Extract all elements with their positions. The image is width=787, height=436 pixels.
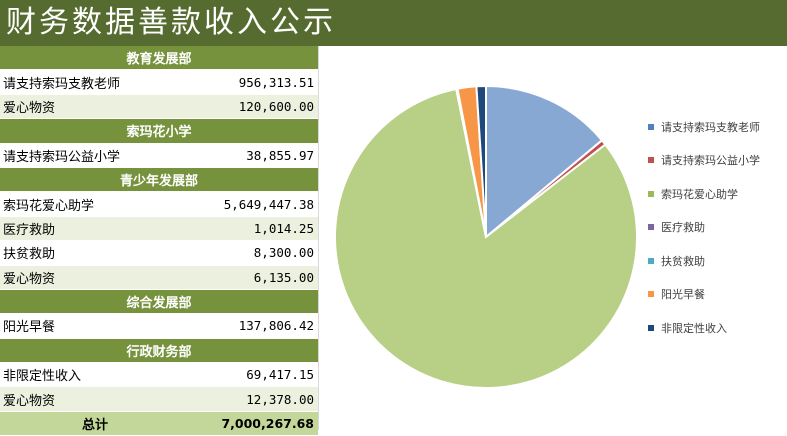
item-label: 扶贫救助 [3,247,56,263]
item-value: 5,649,447.38 [223,196,314,212]
item-label: 非限定性收入 [3,369,82,385]
finance-table: 教育发展部 请支持索玛支教老师 956,313.51 爱心物资 120,600.00 索玛… [0,46,318,436]
table-row: 阳光早餐 137,806.42 [0,314,318,339]
pie-slice-0 [485,84,604,240]
item-label: 请支持索玛公益小学 [3,149,121,165]
legend-item: 非限定性收入 [648,311,786,345]
item-value: 956,313.51 [238,74,314,90]
pie-slice-6 [475,84,487,238]
total-value: 7,000,267.68 [221,416,314,432]
table-row: 非限定性收入 69,417.15 [0,363,318,388]
legend-item: 阳光早餐 [648,278,786,312]
table-row: 请支持索玛公益小学 38,855.97 [0,143,318,168]
section-name: 行政财务部 [126,344,192,360]
table-row: 扶贫救助 8,300.00 [0,241,318,266]
page-title: 财务数据善款收入公示 [6,5,336,40]
pie-chart [334,84,638,389]
legend-item: 医疗救助 [648,211,786,245]
section-name: 青少年发展部 [119,174,198,190]
table-row: 爱心物资 12,378.00 [0,387,318,412]
item-value: 8,300.00 [253,245,314,261]
item-label: 爱心物资 [3,100,56,116]
item-value: 120,600.00 [238,98,314,114]
item-value: 137,806.42 [238,318,314,334]
legend-label: 索玛花爱心助学 [661,187,738,201]
legend-swatch [648,123,654,130]
section-header: 青少年发展部 [0,167,318,193]
pie-slice-2 [334,87,638,389]
item-value: 38,855.97 [246,147,314,163]
title-banner: 财务数据善款收入公示 [0,0,787,46]
legend-swatch [648,291,654,298]
table-row: 索玛花爱心助学 5,649,447.38 [0,192,318,217]
legend-label: 请支持索玛公益小学 [661,154,760,168]
section-header: 行政财务部 [0,338,318,364]
legend-label: 请支持索玛支教老师 [661,120,760,134]
legend-label: 阳光早餐 [661,288,705,302]
chart-area [318,46,787,430]
legend-item: 扶贫救助 [648,244,786,278]
legend-swatch [648,224,654,231]
section-name: 索玛花小学 [126,125,192,141]
item-value: 6,135.00 [253,269,314,285]
legend-item: 请支持索玛支教老师 [648,110,786,144]
chart-legend: 请支持索玛支教老师 请支持索玛公益小学 索玛花爱心助学 医疗救助扶贫救助阳光早餐非限定… [648,110,786,345]
legend-swatch [648,157,654,164]
table-row: 请支持索玛支教老师 956,313.51 [0,70,318,95]
section-name: 教育发展部 [126,52,192,68]
legend-label: 医疗救助 [661,221,705,235]
section-header: 综合发展部 [0,289,318,315]
legend-item: 请支持索玛公益小学 [648,144,786,178]
section-name: 综合发展部 [126,296,192,312]
legend-label: 非限定性收入 [661,321,727,335]
legend-swatch [648,324,654,331]
table-row: 爱心物资 120,600.00 [0,94,318,120]
legend-swatch [648,190,654,197]
item-value: 12,378.00 [246,391,314,407]
item-label: 爱心物资 [3,271,56,287]
table-row: 医疗救助 1,014.25 [0,216,318,242]
item-label: 索玛花爱心助学 [3,198,95,214]
item-value: 1,014.25 [253,220,314,236]
table-row: 爱心物资 6,135.00 [0,265,318,290]
total-row: 总计 7,000,267.68 [0,411,318,436]
legend-label: 扶贫救助 [661,254,705,268]
item-value: 69,417.15 [246,367,314,383]
legend-swatch [648,257,654,264]
item-label: 医疗救助 [3,222,56,238]
total-label: 总计 [81,418,108,434]
item-label: 请支持索玛支教老师 [3,76,121,92]
item-label: 爱心物资 [3,393,56,409]
section-header: 索玛花小学 [0,119,318,144]
legend-item: 索玛花爱心助学 [648,177,786,211]
item-label: 阳光早餐 [3,320,56,336]
section-header: 教育发展部 [0,46,318,71]
